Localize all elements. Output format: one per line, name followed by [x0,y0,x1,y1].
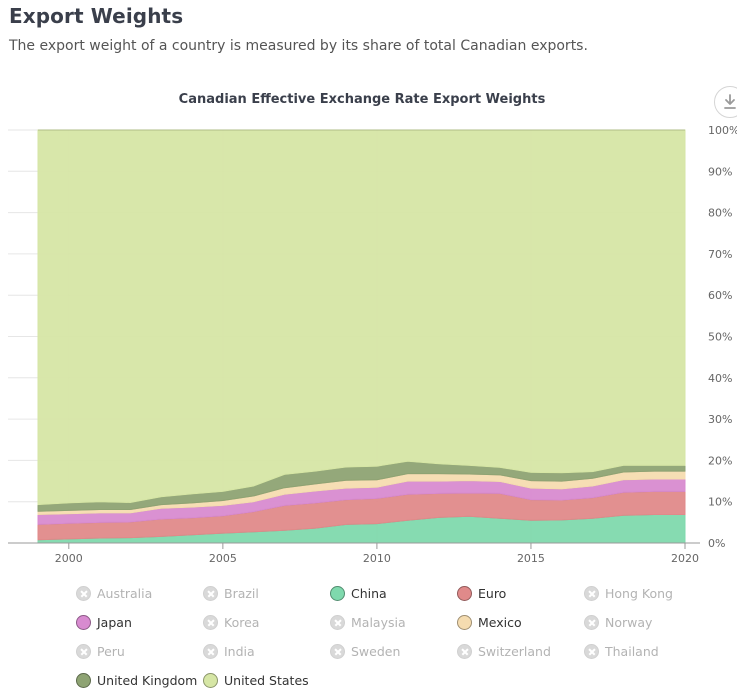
legend-item-brazil[interactable]: Brazil [203,584,330,603]
legend-label: United States [224,673,309,688]
y-tick-label: 0% [708,537,725,550]
legend-swatch-disabled-icon [203,644,218,659]
x-tick-label: 2015 [517,552,545,565]
legend-item-mexico[interactable]: Mexico [457,613,584,632]
legend-swatch [457,615,472,630]
legend-label: United Kingdom [97,673,198,688]
legend-swatch-disabled-icon [203,586,218,601]
area-chart: Canadian Effective Exchange Rate Export … [8,92,737,565]
series-area-united-states[interactable] [37,129,686,506]
legend-item-thailand[interactable]: Thailand [584,642,711,661]
series-areas [37,129,686,544]
legend-item-norway[interactable]: Norway [584,613,711,632]
legend-item-euro[interactable]: Euro [457,584,584,603]
legend-swatch [76,673,91,688]
legend-swatch-disabled-icon [584,586,599,601]
legend-swatch [203,673,218,688]
y-tick-label: 50% [708,331,732,344]
legend-item-japan[interactable]: Japan [76,613,203,632]
x-tick-label: 2020 [671,552,699,565]
download-button[interactable] [714,86,737,118]
y-tick-label: 40% [708,372,732,385]
y-tick-label: 60% [708,289,732,302]
legend-swatch-disabled-icon [76,586,91,601]
legend-item-korea[interactable]: Korea [203,613,330,632]
legend: Australia Brazil China Euro Hong Kong Japan Ko… [76,584,736,690]
legend-label: Norway [605,615,653,630]
legend-swatch-disabled-icon [76,644,91,659]
legend-swatch-disabled-icon [584,644,599,659]
y-tick-label: 30% [708,413,732,426]
page-title: Export Weights [9,4,184,28]
y-tick-label: 10% [708,496,732,509]
legend-swatch [330,586,345,601]
x-tick-label: 2000 [55,552,83,565]
legend-swatch-disabled-icon [330,615,345,630]
legend-label: Thailand [605,644,659,659]
y-tick-label: 70% [708,248,732,261]
legend-item-united-kingdom[interactable]: United Kingdom [76,671,203,690]
legend-swatch-disabled-icon [584,615,599,630]
y-tick-label: 80% [708,207,732,220]
legend-item-malaysia[interactable]: Malaysia [330,613,457,632]
legend-label: Sweden [351,644,401,659]
y-tick-label: 20% [708,454,732,467]
legend-item-united-states[interactable]: United States [203,671,330,690]
legend-swatch-disabled-icon [203,615,218,630]
legend-swatch-disabled-icon [330,644,345,659]
legend-label: Korea [224,615,260,630]
legend-label: Brazil [224,586,259,601]
legend-label: Euro [478,586,507,601]
legend-item-peru[interactable]: Peru [76,642,203,661]
legend-item-china[interactable]: China [330,584,457,603]
legend-label: China [351,586,387,601]
legend-label: Malaysia [351,615,406,630]
legend-label: Japan [97,615,132,630]
legend-label: Mexico [478,615,522,630]
legend-item-australia[interactable]: Australia [76,584,203,603]
legend-label: Australia [97,586,153,601]
chart-title: Canadian Effective Exchange Rate Export … [179,92,546,107]
legend-item-sweden[interactable]: Sweden [330,642,457,661]
legend-item-switzerland[interactable]: Switzerland [457,642,584,661]
axes: 0% 10% 20% 30% 40% 50% 60% 70% 80% 90% 100% 2000 200… [8,124,737,565]
page-subtitle: The export weight of a country is measur… [9,38,588,54]
legend-item-hong-kong[interactable]: Hong Kong [584,584,711,603]
legend-swatch [457,586,472,601]
download-icon [724,94,736,109]
legend-label: Peru [97,644,125,659]
legend-label: India [224,644,255,659]
legend-swatch [76,615,91,630]
legend-label: Switzerland [478,644,551,659]
legend-label: Hong Kong [605,586,673,601]
x-tick-label: 2010 [363,552,391,565]
x-tick-label: 2005 [209,552,237,565]
legend-swatch-disabled-icon [457,644,472,659]
y-tick-label: 90% [708,165,732,178]
y-tick-label: 100% [708,124,737,137]
legend-item-india[interactable]: India [203,642,330,661]
